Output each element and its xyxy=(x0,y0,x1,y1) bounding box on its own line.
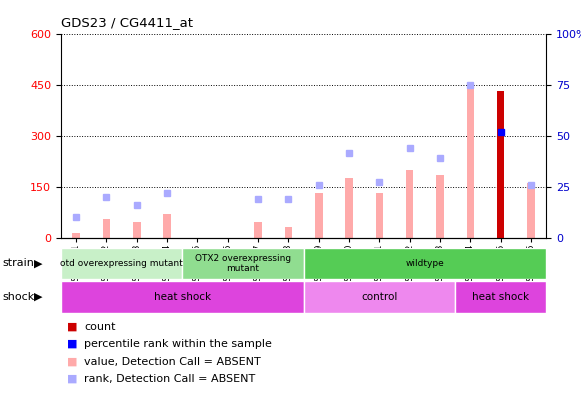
Bar xyxy=(285,227,292,238)
Bar xyxy=(315,193,322,238)
Text: heat shock: heat shock xyxy=(472,292,529,302)
Text: value, Detection Call = ABSENT: value, Detection Call = ABSENT xyxy=(84,356,261,367)
Text: OTX2 overexpressing
mutant: OTX2 overexpressing mutant xyxy=(195,254,291,273)
Bar xyxy=(345,178,353,238)
Text: strain: strain xyxy=(3,258,35,268)
Text: otd overexpressing mutant: otd overexpressing mutant xyxy=(60,259,183,268)
Bar xyxy=(406,169,414,238)
Bar xyxy=(103,219,110,238)
Bar xyxy=(133,222,141,238)
Text: control: control xyxy=(361,292,397,302)
Text: ■: ■ xyxy=(67,356,77,367)
Text: heat shock: heat shock xyxy=(154,292,211,302)
Bar xyxy=(497,91,504,238)
Bar xyxy=(497,185,504,238)
Bar xyxy=(527,183,535,238)
Text: count: count xyxy=(84,322,116,332)
Bar xyxy=(61,248,182,279)
Text: ▶: ▶ xyxy=(34,258,42,268)
Text: ■: ■ xyxy=(67,339,77,349)
Text: rank, Detection Call = ABSENT: rank, Detection Call = ABSENT xyxy=(84,374,256,384)
Text: GDS23 / CG4411_at: GDS23 / CG4411_at xyxy=(61,16,193,29)
Bar xyxy=(467,85,474,238)
Bar xyxy=(73,232,80,238)
Text: ■: ■ xyxy=(67,374,77,384)
Bar xyxy=(163,214,171,238)
Bar xyxy=(375,193,383,238)
Text: percentile rank within the sample: percentile rank within the sample xyxy=(84,339,272,349)
Text: ■: ■ xyxy=(67,322,77,332)
Bar xyxy=(61,281,303,313)
Text: shock: shock xyxy=(3,292,35,302)
Bar xyxy=(455,281,546,313)
Bar xyxy=(182,248,303,279)
Text: ▶: ▶ xyxy=(34,292,42,302)
Text: wildtype: wildtype xyxy=(406,259,444,268)
Bar xyxy=(436,175,444,238)
Bar xyxy=(303,248,546,279)
Bar xyxy=(254,222,262,238)
Bar xyxy=(303,281,455,313)
